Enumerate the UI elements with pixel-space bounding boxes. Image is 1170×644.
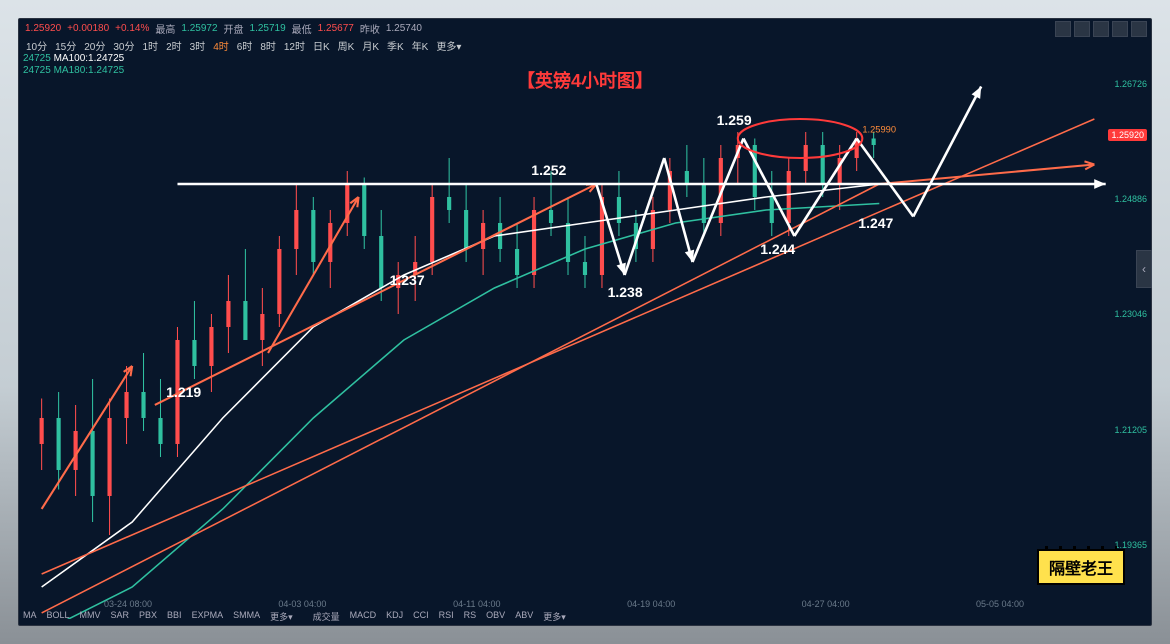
- x-tick: 03-24 08:00: [104, 599, 152, 609]
- price-annotation: 1.247: [858, 215, 893, 231]
- indicator-SAR[interactable]: SAR: [111, 610, 130, 623]
- y-axis: 1.267261.259201.248861.230461.212051.193…: [1107, 67, 1151, 597]
- indicator-OBV[interactable]: OBV: [486, 610, 505, 623]
- stage: 1.25920 +0.00180 +0.14% 最高 1.25972 开盘 1.…: [0, 0, 1170, 644]
- indicator-CCI[interactable]: CCI: [413, 610, 429, 623]
- tool-draw-icon[interactable]: [1074, 21, 1090, 37]
- timeframe-20分[interactable]: 20分: [81, 37, 108, 54]
- indicator-RS[interactable]: RS: [464, 610, 477, 623]
- high: 1.25972: [181, 23, 217, 34]
- prev-label: 昨收: [360, 21, 380, 36]
- indicator-BBI[interactable]: BBI: [167, 610, 182, 623]
- indicator-row: MA BOLL MMV SAR PBX BBI EXPMA SMMA 更多▾ 成交量 MACD KDJ…: [23, 610, 566, 623]
- y-tick: 1.21205: [1114, 425, 1147, 435]
- timeframe-季K[interactable]: 季K: [384, 37, 407, 54]
- change: +0.00180: [67, 23, 109, 34]
- indicator-更多▾[interactable]: 更多▾: [270, 610, 293, 623]
- timeframe-4时[interactable]: 4时: [210, 37, 232, 54]
- timeframe-15分[interactable]: 15分: [52, 37, 79, 54]
- timeframe-1时[interactable]: 1时: [140, 37, 162, 54]
- indicator-MA[interactable]: MA: [23, 610, 37, 623]
- price-annotation: 1.237: [390, 272, 425, 288]
- ohlc-header: 1.25920 +0.00180 +0.14% 最高 1.25972 开盘 1.…: [19, 19, 1151, 37]
- indicator-MMV[interactable]: MMV: [80, 610, 101, 623]
- indicator-SMMA[interactable]: SMMA: [233, 610, 260, 623]
- timeframe-6时[interactable]: 6时: [234, 37, 256, 54]
- watermark-badge: 隔壁老王: [1037, 549, 1125, 585]
- price-chart[interactable]: 1.25990: [19, 67, 1151, 619]
- timeframe-12时[interactable]: 12时: [281, 37, 308, 54]
- timeframe-3时[interactable]: 3时: [187, 37, 209, 54]
- indicator-RSI[interactable]: RSI: [439, 610, 454, 623]
- tool-settings-icon[interactable]: [1055, 21, 1071, 37]
- x-tick: 04-19 04:00: [627, 599, 675, 609]
- price-annotation: 1.238: [608, 284, 643, 300]
- ma-legend-item: 24725 MA100:1.24725: [23, 53, 124, 65]
- y-tick: 1.24886: [1114, 194, 1147, 204]
- timeframe-row: 10分15分20分30分1时2时3时4时6时8时12时日K周K月K季K年K更多▾: [23, 37, 464, 54]
- timeframe-10分[interactable]: 10分: [23, 37, 50, 54]
- price-annotation: 1.259: [717, 112, 752, 128]
- indicator-EXPMA[interactable]: EXPMA: [192, 610, 224, 623]
- open: 1.25719: [250, 23, 286, 34]
- indicator-更多▾[interactable]: 更多▾: [543, 610, 566, 623]
- timeframe-更多▾[interactable]: 更多▾: [433, 37, 464, 54]
- y-tick: 1.26726: [1114, 79, 1147, 89]
- indicator-ABV[interactable]: ABV: [515, 610, 533, 623]
- tool-close-icon[interactable]: [1131, 21, 1147, 37]
- timeframe-日K[interactable]: 日K: [310, 37, 333, 54]
- timeframe-周K[interactable]: 周K: [335, 37, 358, 54]
- x-tick: 04-27 04:00: [802, 599, 850, 609]
- indicator-成交量[interactable]: 成交量: [313, 610, 340, 623]
- collapse-sidebar-icon[interactable]: ‹: [1136, 250, 1152, 288]
- indicator-KDJ[interactable]: KDJ: [386, 610, 403, 623]
- price-annotation: 1.244: [760, 241, 795, 257]
- low-label: 最低: [292, 21, 312, 36]
- indicator-BOLL[interactable]: BOLL: [47, 610, 70, 623]
- timeframe-8时[interactable]: 8时: [257, 37, 279, 54]
- price-annotation: 1.219: [166, 384, 201, 400]
- y-tick: 1.23046: [1114, 309, 1147, 319]
- tool-fullscreen-icon[interactable]: [1112, 21, 1128, 37]
- svg-text:1.25990: 1.25990: [862, 125, 896, 135]
- timeframe-30分[interactable]: 30分: [110, 37, 137, 54]
- high-label: 最高: [155, 21, 175, 36]
- y-tick: 1.25920: [1108, 129, 1147, 141]
- toolbar: [1055, 21, 1147, 37]
- open-label: 开盘: [224, 21, 244, 36]
- price-annotation: 1.252: [531, 162, 566, 178]
- timeframe-月K[interactable]: 月K: [359, 37, 382, 54]
- x-tick: 04-03 04:00: [278, 599, 326, 609]
- indicator-MACD[interactable]: MACD: [350, 610, 377, 623]
- tool-indicator-icon[interactable]: [1093, 21, 1109, 37]
- low: 1.25677: [318, 23, 354, 34]
- timeframe-年K[interactable]: 年K: [409, 37, 432, 54]
- x-tick: 05-05 04:00: [976, 599, 1024, 609]
- price: 1.25920: [25, 23, 61, 34]
- prev: 1.25740: [386, 23, 422, 34]
- pct: +0.14%: [115, 23, 149, 34]
- timeframe-2时[interactable]: 2时: [163, 37, 185, 54]
- indicator-PBX[interactable]: PBX: [139, 610, 157, 623]
- x-tick: 04-11 04:00: [453, 599, 500, 609]
- chart-panel: 1.25920 +0.00180 +0.14% 最高 1.25972 开盘 1.…: [18, 18, 1152, 626]
